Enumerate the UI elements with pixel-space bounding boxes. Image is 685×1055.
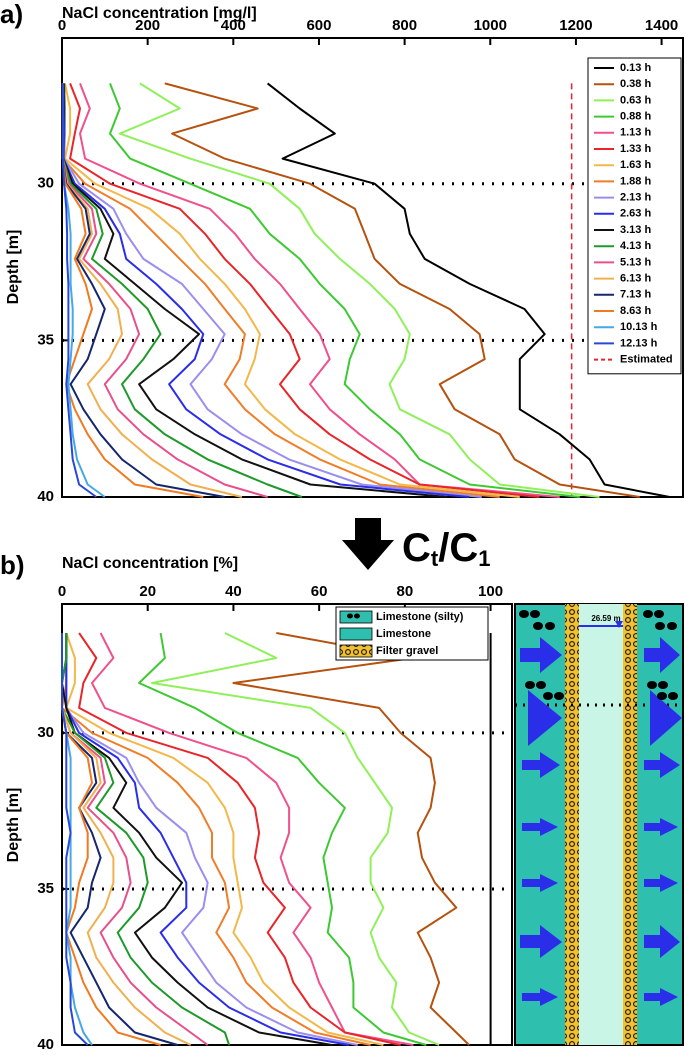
x-tick-label: 40 [225,583,242,600]
series-line [61,633,161,1046]
legend-label: Limestone [376,628,431,640]
ratio-part: /C [438,526,478,570]
x-tick-label: 1000 [474,17,507,34]
legend-symbol [354,613,360,619]
legend-label: 7.13 h [620,289,651,301]
legend-label: Estimated [620,354,673,366]
ratio-part: C [402,526,431,570]
y-tick-label: 40 [37,488,54,505]
series-line [63,83,482,498]
down-arrow [342,518,394,570]
y-tick-label: 30 [37,724,54,741]
plot-frame [61,37,684,498]
x-axis-title: NaCl concentration [%] [62,555,238,572]
ratio-part: t [431,546,439,571]
legend-label: 10.13 h [620,321,658,333]
y-tick-label: 35 [37,331,54,348]
water-level-marker [615,621,623,628]
legend-label: 1.13 h [620,127,651,139]
legend-swatch [339,644,373,658]
series-line [65,632,384,1046]
silt-symbols [519,610,678,700]
flow-arrows [520,637,682,1006]
series-line [266,82,670,498]
x-tick-label: 80 [397,583,414,600]
series-line [61,633,178,1046]
x-tick-label: 200 [135,17,160,34]
legend-label: 0.63 h [620,94,651,106]
legend-box [587,57,682,375]
filter-gravel [623,604,637,1045]
legend-label: 0.13 h [620,62,651,74]
legend-label: 0.38 h [620,78,651,90]
legend-label: 2.63 h [620,208,651,220]
series-line [79,83,560,498]
y-tick-label: 30 [37,175,54,192]
series-line [118,82,600,498]
plot-frame [61,603,513,1046]
x-tick-label: 600 [306,17,331,34]
legend-label: 6.13 h [620,273,651,285]
series-line [91,632,414,1046]
legend-label: 2.13 h [620,192,651,204]
y-axis-title: Depth [m] [5,230,22,305]
series-line [61,633,89,1046]
series-line [138,632,427,1046]
series-line [61,83,204,498]
legend-label: 4.13 h [620,240,651,252]
y-tick-label: 35 [37,880,54,897]
x-tick-label: 1200 [559,17,592,34]
legend-label: 1.63 h [620,159,651,171]
series-line [151,632,440,1046]
water-level-label: 26.59 m [591,614,620,623]
ratio-part: 1 [478,546,490,571]
series-line [232,632,470,1046]
series-line [61,83,97,498]
panel-label: a) [0,0,23,29]
series-line [61,83,303,498]
legend-label: 0.88 h [620,111,651,123]
legend-label: 3.13 h [620,224,651,236]
legend-label: 1.88 h [620,175,651,187]
filter-gravel [565,604,579,1045]
series-line [64,83,520,498]
series-line [69,83,540,498]
y-axis-title: Depth [m] [5,788,22,863]
x-axis-title: NaCl concentration [mg/l] [62,5,257,22]
legend-label: Filter gravel [376,645,438,657]
legend-symbol [347,613,353,619]
x-tick-label: 400 [221,17,246,34]
x-tick-label: 0 [58,583,66,600]
legend-label: 12.13 h [620,337,658,349]
x-tick-label: 20 [139,583,156,600]
x-tick-label: 0 [58,17,66,34]
series-line [61,633,333,1046]
x-tick-label: 100 [478,583,503,600]
legend-label: 5.13 h [620,256,651,268]
x-tick-label: 1400 [645,17,678,34]
ratio-label: Ct/C1 [402,526,490,571]
panel-label: b) [0,550,25,580]
legend-label: 1.33 h [620,143,651,155]
series-line [109,83,580,498]
y-tick-label: 40 [37,1036,54,1053]
x-tick-label: 800 [392,17,417,34]
series-line [78,632,401,1046]
legend-swatch [339,627,373,641]
well-bore [579,604,623,1045]
well-diagram: 26.59 m [514,603,684,1046]
x-tick-label: 60 [311,583,328,600]
series-line [164,82,640,498]
legend-label: 8.63 h [620,305,651,317]
legend-label: Limestone (silty) [376,611,464,623]
